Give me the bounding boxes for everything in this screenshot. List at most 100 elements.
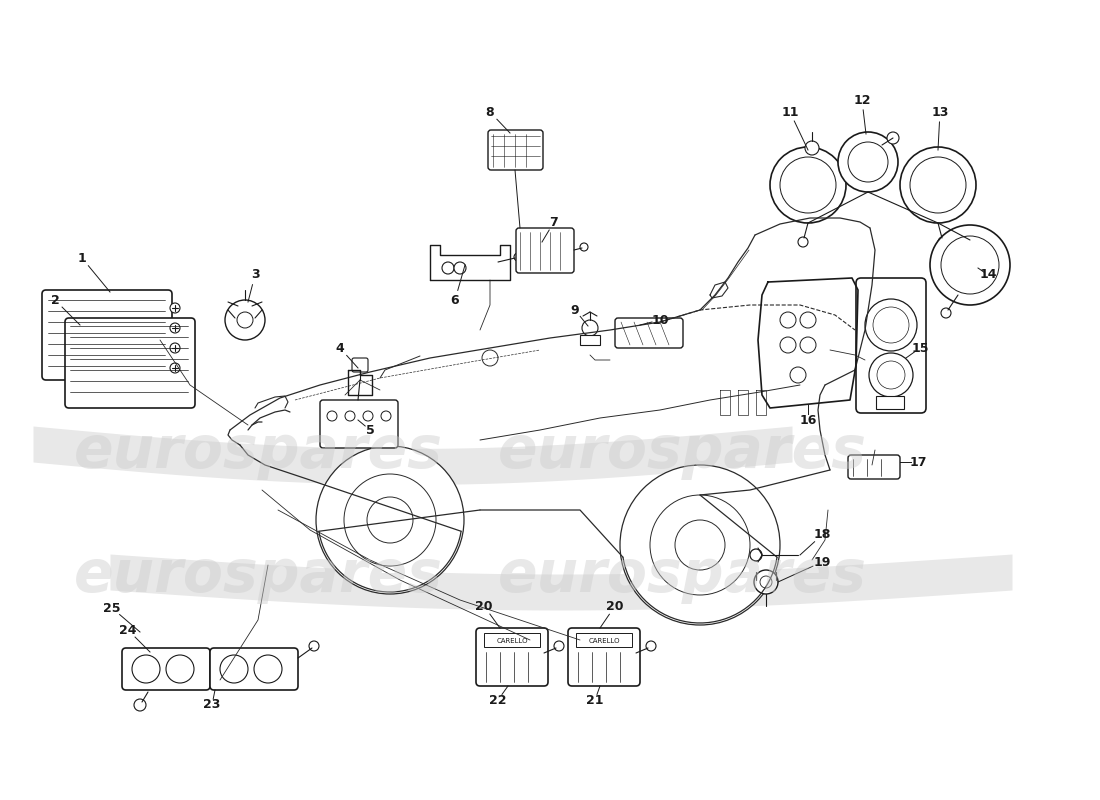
- Bar: [484, 633, 540, 647]
- Text: 20: 20: [606, 599, 624, 613]
- Circle shape: [514, 253, 522, 261]
- Text: eurospares: eurospares: [74, 547, 443, 605]
- Circle shape: [381, 411, 390, 421]
- Circle shape: [910, 157, 966, 213]
- Text: 11: 11: [781, 106, 799, 118]
- FancyBboxPatch shape: [320, 400, 398, 448]
- Circle shape: [309, 641, 319, 651]
- Text: 4: 4: [336, 342, 344, 354]
- FancyBboxPatch shape: [210, 648, 298, 690]
- Circle shape: [580, 243, 588, 251]
- Circle shape: [930, 225, 1010, 305]
- Circle shape: [166, 655, 194, 683]
- Circle shape: [554, 641, 564, 651]
- FancyBboxPatch shape: [615, 318, 683, 348]
- Circle shape: [134, 699, 146, 711]
- Circle shape: [582, 320, 598, 336]
- Bar: [576, 633, 632, 647]
- Text: 8: 8: [486, 106, 494, 118]
- Circle shape: [132, 655, 160, 683]
- FancyBboxPatch shape: [488, 130, 543, 170]
- Text: 13: 13: [932, 106, 948, 118]
- Circle shape: [869, 353, 913, 397]
- Circle shape: [760, 576, 772, 588]
- Circle shape: [226, 300, 265, 340]
- Circle shape: [800, 337, 816, 353]
- Circle shape: [780, 157, 836, 213]
- Circle shape: [345, 411, 355, 421]
- Circle shape: [367, 497, 412, 543]
- Text: 3: 3: [251, 269, 260, 282]
- FancyBboxPatch shape: [856, 278, 926, 413]
- Circle shape: [646, 641, 656, 651]
- Circle shape: [877, 361, 905, 389]
- Circle shape: [798, 237, 808, 247]
- Text: 21: 21: [586, 694, 604, 706]
- Text: 20: 20: [475, 599, 493, 613]
- Circle shape: [454, 262, 466, 274]
- Circle shape: [236, 312, 253, 328]
- Circle shape: [316, 446, 464, 594]
- Circle shape: [344, 474, 436, 566]
- Circle shape: [780, 337, 796, 353]
- FancyBboxPatch shape: [42, 290, 172, 380]
- Circle shape: [790, 367, 806, 383]
- Text: 16: 16: [800, 414, 816, 426]
- Text: 5: 5: [365, 423, 374, 437]
- Text: 12: 12: [854, 94, 871, 106]
- Text: 22: 22: [490, 694, 507, 706]
- Circle shape: [938, 237, 948, 247]
- Text: 17: 17: [910, 455, 926, 469]
- Text: 7: 7: [550, 215, 559, 229]
- Text: 2: 2: [51, 294, 59, 306]
- Text: 24: 24: [119, 623, 136, 637]
- Circle shape: [170, 323, 180, 333]
- Circle shape: [940, 308, 952, 318]
- Text: eurospares: eurospares: [497, 423, 867, 481]
- Circle shape: [754, 570, 778, 594]
- Circle shape: [900, 147, 976, 223]
- Circle shape: [650, 495, 750, 595]
- Text: 6: 6: [451, 294, 460, 306]
- Circle shape: [873, 307, 909, 343]
- FancyBboxPatch shape: [568, 628, 640, 686]
- Text: CARELLO: CARELLO: [588, 638, 619, 644]
- Circle shape: [865, 299, 917, 351]
- FancyBboxPatch shape: [476, 628, 548, 686]
- Circle shape: [940, 236, 999, 294]
- FancyBboxPatch shape: [848, 455, 900, 479]
- Circle shape: [442, 262, 454, 274]
- Text: CARELLO: CARELLO: [496, 638, 528, 644]
- Text: eurospares: eurospares: [74, 423, 443, 481]
- FancyBboxPatch shape: [352, 358, 368, 372]
- FancyBboxPatch shape: [65, 318, 195, 408]
- Circle shape: [482, 350, 498, 366]
- Text: 23: 23: [204, 698, 221, 711]
- Text: 1: 1: [78, 251, 87, 265]
- Bar: [580, 335, 600, 345]
- Circle shape: [800, 312, 816, 328]
- Circle shape: [887, 132, 899, 144]
- Circle shape: [220, 655, 248, 683]
- Circle shape: [170, 343, 180, 353]
- Circle shape: [170, 303, 180, 313]
- FancyBboxPatch shape: [122, 648, 210, 690]
- Circle shape: [675, 520, 725, 570]
- Text: 19: 19: [813, 555, 830, 569]
- Circle shape: [780, 312, 796, 328]
- FancyBboxPatch shape: [516, 228, 574, 273]
- Text: 9: 9: [571, 303, 580, 317]
- Bar: [876, 396, 904, 409]
- Circle shape: [327, 411, 337, 421]
- Circle shape: [170, 363, 180, 373]
- Circle shape: [770, 147, 846, 223]
- Text: eurospares: eurospares: [497, 547, 867, 605]
- Text: 10: 10: [651, 314, 669, 326]
- Text: 25: 25: [103, 602, 121, 614]
- Circle shape: [838, 132, 898, 192]
- Circle shape: [750, 549, 762, 561]
- Text: 15: 15: [911, 342, 928, 354]
- Text: 18: 18: [813, 529, 830, 542]
- Circle shape: [363, 411, 373, 421]
- Circle shape: [254, 655, 282, 683]
